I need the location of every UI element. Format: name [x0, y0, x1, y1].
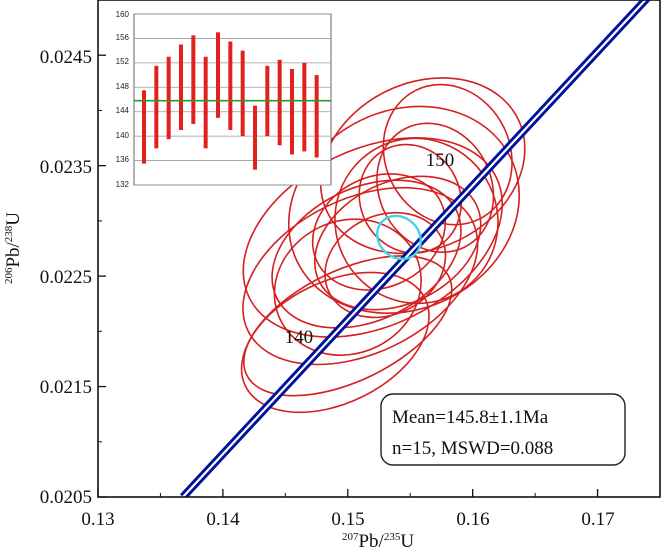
- x-tick-label: 0.14: [206, 509, 240, 530]
- axis-ticks: [97, 54, 599, 498]
- n-mswd-text: n=15, MSWD=0.088: [392, 438, 553, 459]
- inset-age-bar: [228, 41, 233, 131]
- inset-y-tick-label: 156: [116, 33, 130, 42]
- inset-y-tick-label: 148: [116, 82, 130, 91]
- error-ellipse: [287, 105, 521, 314]
- y-tick-label: 0.0225: [40, 267, 92, 288]
- inset-y-tick-label: 144: [116, 106, 130, 115]
- x-tick-label: 0.16: [456, 509, 489, 530]
- inset-y-tick-label: 160: [116, 10, 130, 19]
- inset-age-bar: [154, 65, 159, 149]
- y-tick-label: 0.0215: [40, 377, 92, 398]
- concordia-age-label-140: 140: [285, 327, 314, 348]
- error-ellipse: [324, 211, 447, 319]
- inset-age-bar: [179, 44, 183, 131]
- y-tick-label: 0.0245: [40, 47, 92, 68]
- weighted-mean-ellipse: [376, 214, 422, 261]
- inset-age-bar: [203, 56, 208, 149]
- error-ellipse: [334, 137, 499, 305]
- inset-age-bar: [240, 50, 245, 137]
- y-tick-label: 0.0235: [40, 157, 92, 178]
- inset-age-bar: [253, 105, 257, 170]
- error-ellipse: [311, 173, 447, 291]
- inset-age-bar: [314, 75, 319, 158]
- mean-age-text: Mean=145.8±1.1Ma: [392, 407, 549, 428]
- inset-age-bar: [216, 32, 220, 118]
- inset-y-tick-label: 152: [116, 57, 130, 66]
- x-axis-title: 207Pb/235U: [342, 531, 414, 550]
- error-ellipses: [240, 77, 526, 414]
- y-tick-label: 0.0205: [40, 487, 92, 508]
- y-axis-title: 206Pb/238U: [3, 212, 24, 284]
- x-tick-label: 0.15: [331, 509, 364, 530]
- inset-frame: [133, 13, 332, 186]
- inset-age-bar: [142, 90, 146, 164]
- inset-age-bar: [166, 56, 171, 140]
- error-ellipse: [243, 255, 453, 397]
- error-ellipse: [319, 77, 526, 255]
- inset-age-bar: [277, 59, 282, 146]
- concordia-curve: [179, 0, 651, 497]
- mean-ellipse: [376, 214, 422, 261]
- result-box-frame: [380, 393, 626, 466]
- inset-age-bar: [290, 68, 294, 155]
- inset-age-bar: [191, 35, 196, 124]
- error-ellipse: [358, 143, 463, 254]
- inset-y-tick-label: 136: [116, 155, 130, 164]
- x-tick-label: 0.17: [581, 509, 614, 530]
- error-ellipse: [240, 271, 430, 414]
- inset-age-bar: [302, 62, 307, 152]
- error-ellipse: [382, 83, 513, 226]
- error-ellipse: [376, 122, 495, 254]
- concordia-age-label-150: 150: [426, 150, 455, 171]
- x-tick-label: 0.13: [81, 509, 114, 530]
- inset-y-tick-label: 140: [116, 131, 130, 140]
- plot-frame: [97, 0, 661, 498]
- concordia-line-inner: [182, 0, 647, 497]
- result-box: Mean=145.8±1.1Ma n=15, MSWD=0.088: [380, 393, 626, 466]
- inset-y-tick-label: 132: [116, 180, 130, 189]
- inset-age-chart: 132 136 140 144 148 152 156 160: [116, 10, 332, 189]
